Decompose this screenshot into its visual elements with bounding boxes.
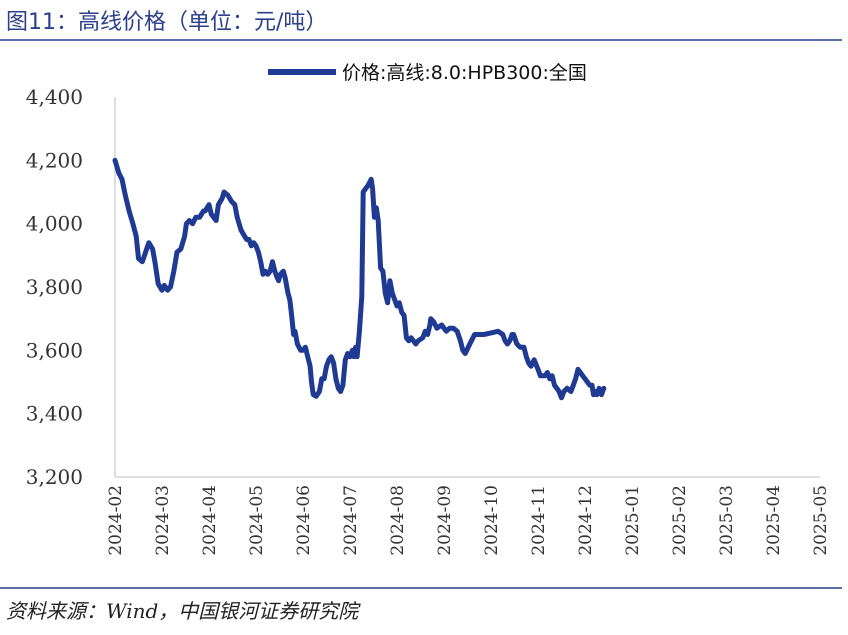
x-tick-label: 2025-03 [717,485,737,556]
x-tick-label: 2024-04 [200,485,220,556]
legend-label: 价格:高线:8.0:HPB300:全国 [342,62,587,84]
x-tick-label: 2024-05 [247,485,267,556]
y-tick-label: 3,200 [26,465,83,489]
x-tick-label: 2024-07 [341,485,361,556]
y-tick-label: 4,000 [26,212,83,236]
x-tick-label: 2024-03 [153,485,173,556]
plot-area [112,157,607,401]
y-tick-label: 3,800 [26,275,83,299]
x-tick-label: 2024-06 [294,485,314,556]
y-tick-label: 3,400 [26,402,83,426]
x-tick-label: 2024-11 [529,485,549,556]
line-chart: 价格:高线:8.0:HPB300:全国 3,200 3,400 3,600 3,800… [26,62,831,556]
y-tick-label: 3,600 [26,338,83,362]
y-axis: 3,200 3,400 3,600 3,800 4,000 4,200 4,400 [26,85,116,489]
source-note: 资料来源：Wind，中国银河证券研究院 [6,599,359,623]
x-tick-label: 2024-09 [435,485,455,556]
x-tick-label: 2025-04 [764,485,784,556]
x-tick-label: 2025-05 [811,485,831,556]
x-tick-label: 2024-12 [576,485,596,556]
x-axis: 2024-02 2024-03 2024-04 2024-05 2024-06 2024-… [106,476,831,556]
x-tick-label: 2024-10 [482,485,502,556]
legend: 价格:高线:8.0:HPB300:全国 [268,62,587,84]
y-tick-label: 4,200 [26,148,83,172]
x-tick-label: 2025-01 [623,485,643,556]
x-tick-label: 2025-02 [670,485,690,556]
title-rule [0,39,842,41]
x-tick-label: 2024-02 [106,485,126,556]
x-tick-label: 2024-08 [388,485,408,556]
source-rule [0,587,842,589]
figure-title: 图11：高线价格（单位：元/吨） [6,10,328,35]
series-line [112,157,607,401]
y-tick-label: 4,400 [26,85,83,109]
